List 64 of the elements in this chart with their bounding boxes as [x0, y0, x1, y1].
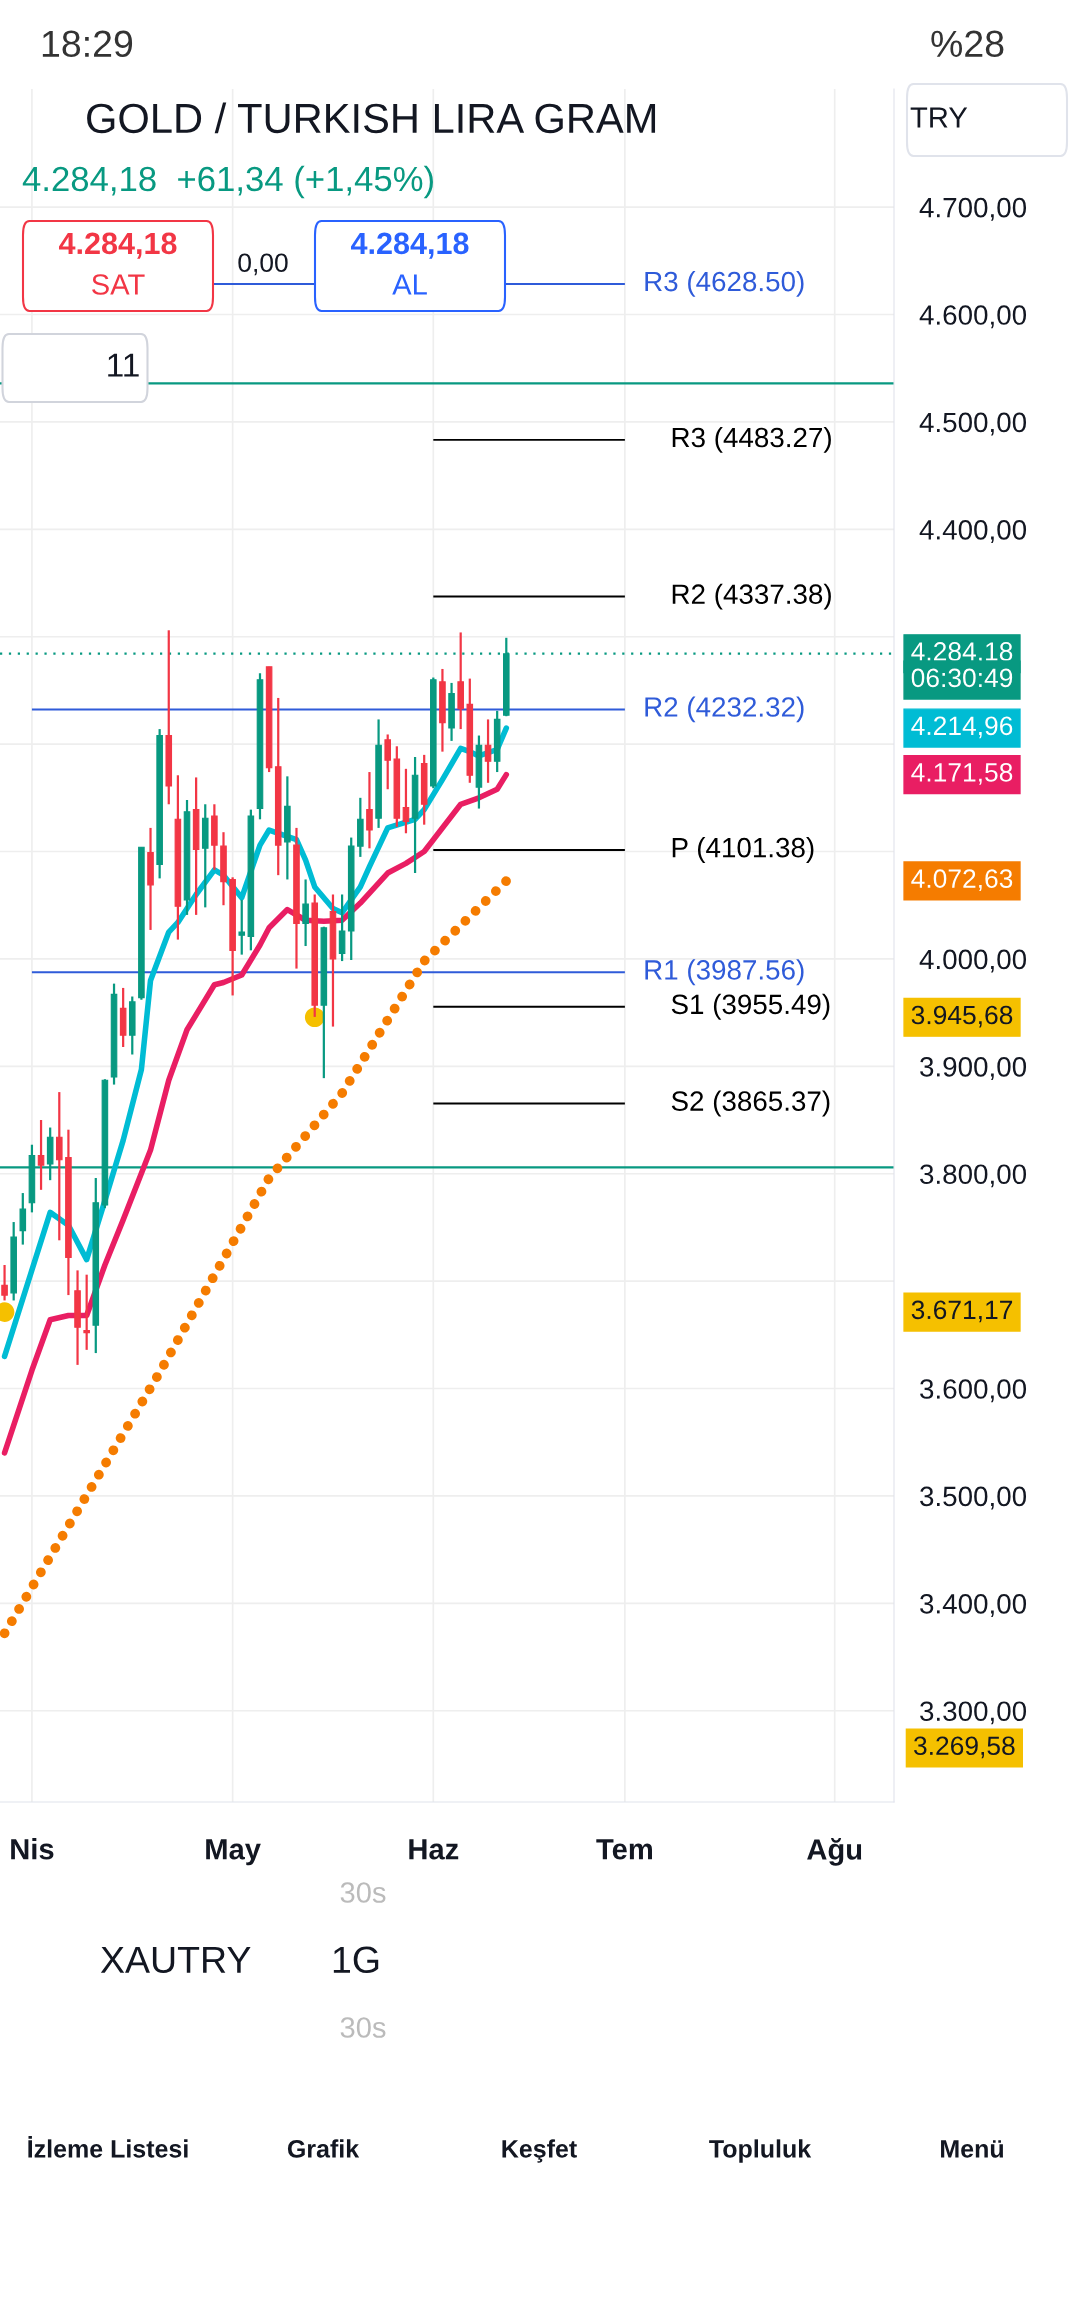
text: 3.269,58	[914, 1736, 1015, 1759]
annotation: 0,00	[238, 253, 288, 276]
text: İzleme Listesi	[28, 2136, 188, 2158]
text: 30s	[340, 2017, 386, 2038]
text: %28	[931, 30, 1004, 58]
text: Keşfet	[502, 2139, 577, 2163]
candlestick	[384, 733, 391, 791]
text: 4.072,63	[911, 869, 1013, 892]
annotation: 4.284,18	[59, 232, 177, 259]
ref-line-label: R2 (4232.32)	[645, 696, 804, 723]
candlestick	[238, 898, 246, 956]
ref-line-label: R1 (3987.56)	[645, 959, 804, 986]
annotation: 4.284,18	[351, 232, 469, 259]
text: 3.671,17	[911, 1300, 1013, 1323]
candlestick	[37, 1118, 45, 1191]
x-tick-label: Tem	[596, 1839, 652, 1860]
text: Grafik	[287, 2139, 360, 2158]
x-tick-label: May	[206, 1839, 261, 1866]
y-tick-label: 3.900,00	[920, 1056, 1027, 1080]
ref-line-label: R2 (4337.38)	[672, 583, 831, 610]
x-tick-label: Ağu	[807, 1838, 862, 1866]
candlestick	[83, 1273, 90, 1351]
x-tick-label: Haz	[409, 1839, 459, 1860]
y-tick-label: 3.800,00	[920, 1164, 1027, 1188]
text: 4.284,18	[911, 642, 1013, 664]
text: Topluluk	[709, 2139, 812, 2163]
y-tick-label: 3.500,00	[920, 1486, 1027, 1510]
candlestick	[19, 1191, 27, 1246]
candlestick	[1, 1263, 8, 1302]
y-tick-label: 4.600,00	[919, 305, 1027, 329]
y-tick-label: 4.700,00	[919, 197, 1027, 221]
annotation: 11	[108, 353, 139, 377]
text: TRY	[910, 107, 968, 128]
x-tick-label: Nis	[11, 1838, 54, 1860]
candlestick	[484, 718, 492, 784]
text: 30s	[340, 1882, 386, 1903]
ref-line-label: R3 (4483.27)	[672, 426, 831, 453]
chart-title: GOLD / TURKISH LIRA GRAM	[87, 102, 656, 134]
text: Menü	[941, 2140, 1003, 2158]
text: 18:29	[42, 30, 133, 58]
candlestick	[56, 1090, 63, 1242]
text: XAUTRY	[100, 1946, 251, 1974]
candlestick	[338, 893, 346, 963]
text: 3.945,68	[911, 1005, 1013, 1028]
y-tick-label: 4.500,00	[919, 412, 1027, 436]
y-tick-label: 3.300,00	[920, 1701, 1027, 1725]
y-tick-label: 4.400,00	[919, 520, 1027, 543]
text: 4.171,58	[911, 763, 1013, 785]
text: 1G	[333, 1946, 379, 1974]
y-tick-label: 3.400,00	[920, 1593, 1027, 1617]
text: 4.284,18 +61,34 (+1,45%)	[22, 165, 433, 199]
y-tick-label: 4.000,00	[919, 949, 1027, 973]
annotation: AL	[392, 274, 427, 295]
candlestick	[402, 767, 410, 835]
candlestick	[366, 770, 373, 850]
ref-line-label: S2 (3865.37)	[671, 1090, 830, 1117]
ref-line-label: S1 (3955.49)	[671, 993, 830, 1020]
text: 4.214,96	[911, 716, 1013, 739]
y-tick-label: 3.600,00	[920, 1379, 1027, 1403]
candlestick	[302, 878, 309, 948]
ref-line-label: R3 (4628.50)	[645, 270, 804, 297]
annotation: SAT	[92, 274, 145, 295]
text: 06:30:49	[911, 668, 1013, 688]
ref-line-label: P (4101.38)	[672, 837, 814, 863]
